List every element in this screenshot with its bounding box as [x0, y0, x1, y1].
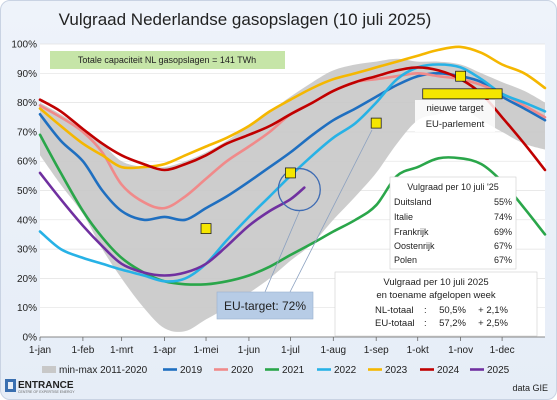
series-line-2021: [38, 133, 547, 286]
y-tick-label: 20%: [17, 274, 37, 285]
y-tick-label: 40%: [17, 215, 37, 226]
eu-target-pointer: [264, 209, 301, 293]
capacity-label-box: [50, 51, 285, 69]
y-tick-label: 60%: [17, 157, 37, 168]
chart-title: Vulgraad Nederlandse gasopslagen (10 jul…: [59, 10, 432, 29]
nl-summary-label: EU-totaal: [375, 318, 415, 329]
nl-summary-line2: en toename afgelopen week: [376, 290, 496, 301]
x-tick-label: 1-dec: [490, 345, 515, 356]
x-tick-label: 1-sep: [364, 345, 389, 356]
x-tick-label: 1-apr: [153, 345, 177, 356]
legend-label: 2025: [487, 365, 510, 376]
nl-summary-colon: :: [424, 318, 427, 329]
x-tick-label: 1-mrt: [110, 345, 134, 356]
x-tick-label: 1-feb: [71, 345, 94, 356]
eu-target-label: EU-target: 72%: [224, 299, 306, 313]
x-tick-label: 1-jun: [238, 345, 260, 356]
eu-table-country: Italie: [394, 212, 413, 222]
new-target-bar: [422, 88, 503, 100]
legend-label: 2020: [231, 365, 254, 376]
nl-summary-colon: :: [424, 305, 427, 316]
eu-table-title: Vulgraad per 10 juli '25: [407, 182, 498, 192]
eu-table-value: 74%: [494, 212, 512, 222]
legend-label: 2019: [180, 365, 203, 376]
series-line-2023: [38, 45, 547, 170]
target-marker: [200, 223, 212, 234]
eu-table-value: 67%: [494, 255, 512, 265]
legend-label: 2023: [385, 365, 408, 376]
logo-text: ENTRANCE: [18, 380, 74, 391]
target-marker: [370, 117, 382, 129]
source-label: data GIE: [512, 383, 548, 393]
nl-summary-change: + 2,1%: [478, 305, 508, 316]
y-tick-label: 70%: [17, 127, 37, 138]
legend-swatch-band: [42, 366, 56, 373]
nl-summary-value: 50,5%: [439, 305, 466, 316]
new-target-label-1: nieuwe target: [426, 103, 483, 114]
highlight-circle: [277, 167, 321, 212]
eu-table-value: 69%: [494, 227, 512, 237]
band-min-max: [40, 58, 545, 332]
y-tick-label: 10%: [17, 303, 37, 314]
x-tick-label: 1-nov: [448, 345, 473, 356]
nl-summary-change: + 2,5%: [478, 318, 508, 329]
y-tick-label: 50%: [17, 186, 37, 197]
x-tick-label: 1-jan: [29, 345, 51, 356]
legend-label: 2021: [282, 365, 305, 376]
eu-table-value: 67%: [494, 241, 512, 251]
logo-subtext: CENTRE OF EXPERTISE ENERGY: [18, 390, 75, 394]
capacity-label: Totale capaciteit NL gasopslagen = 141 T…: [78, 55, 256, 65]
new-target-label-2: EU-parlement: [426, 119, 485, 130]
y-tick-label: 100%: [11, 40, 37, 51]
y-tick-label: 90%: [17, 69, 37, 80]
entrance-logo: ENTRANCE CENTRE OF EXPERTISE ENERGY: [5, 379, 75, 394]
nl-summary-label: NL-totaal: [375, 305, 414, 316]
eu-table-country: Oostenrijk: [394, 241, 435, 251]
x-tick-label: 1-jul: [281, 345, 300, 356]
eu-country-table: Vulgraad per 10 juli '25 Duitsland 55% I…: [389, 176, 517, 270]
series-line-2025: [38, 171, 306, 277]
y-tick-label: 0%: [23, 333, 38, 344]
x-tick-label: 1-aug: [321, 345, 347, 356]
nl-summary-box: Vulgraad per 10 juli 2025 en toename afg…: [334, 271, 538, 337]
nl-summary-value: 57,2%: [439, 318, 466, 329]
x-tick-label: 1-okt: [407, 345, 429, 356]
eu-table-value: 55%: [494, 197, 512, 207]
y-tick-label: 30%: [17, 245, 37, 256]
eu-table-country: Duitsland: [394, 197, 432, 207]
eu-table-country: Polen: [394, 255, 417, 265]
eu-table-country: Frankrijk: [394, 227, 429, 237]
target-marker: [285, 167, 296, 179]
y-tick-label: 80%: [17, 98, 37, 109]
legend-label: 2024: [437, 365, 460, 376]
legend-label: min-max 2011-2020: [59, 365, 148, 376]
new-target-label-bg: [415, 100, 495, 132]
eu-target-box: [216, 291, 314, 320]
legend-label: 2022: [334, 365, 357, 376]
target-marker: [455, 70, 467, 82]
x-tick-label: 1-mei: [194, 345, 219, 356]
eu-target-pointer-2: [289, 129, 373, 293]
nl-summary-line1: Vulgraad per 10 juli 2025: [383, 277, 488, 288]
